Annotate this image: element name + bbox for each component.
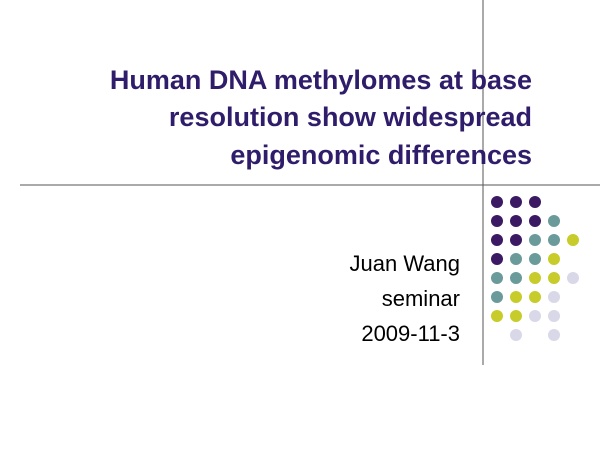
title: Human DNA methylomes at base resolution …	[110, 65, 532, 170]
dot	[491, 253, 503, 265]
dot	[548, 310, 560, 322]
dot	[548, 272, 560, 284]
dot	[529, 310, 541, 322]
dot	[491, 215, 503, 227]
subtitle-line: Juan Wang	[350, 251, 460, 276]
dot	[510, 310, 522, 322]
dot	[510, 272, 522, 284]
dot	[548, 329, 560, 341]
subtitle-line: seminar	[382, 286, 460, 311]
dot	[548, 215, 560, 227]
dot	[510, 215, 522, 227]
dot	[491, 310, 503, 322]
dot	[529, 234, 541, 246]
dot	[510, 196, 522, 208]
dot	[529, 291, 541, 303]
title-line: resolution show widespread	[169, 102, 532, 132]
dot	[510, 291, 522, 303]
dot	[491, 291, 503, 303]
title-line: Human DNA methylomes at base	[110, 65, 532, 95]
dot	[548, 291, 560, 303]
dot	[529, 253, 541, 265]
dot	[529, 272, 541, 284]
dot	[567, 234, 579, 246]
dot	[529, 196, 541, 208]
dot	[567, 272, 579, 284]
dot-decoration	[491, 196, 579, 341]
dot	[529, 215, 541, 227]
dot	[491, 196, 503, 208]
subtitle-line: 2009-11-3	[361, 321, 460, 346]
dot	[491, 272, 503, 284]
dot	[491, 234, 503, 246]
title-line: epigenomic differences	[230, 140, 532, 170]
dot	[548, 253, 560, 265]
subtitle: Juan Wang seminar 2009-11-3	[350, 251, 460, 346]
dot	[510, 234, 522, 246]
dot	[548, 234, 560, 246]
dot	[510, 329, 522, 341]
dot	[510, 253, 522, 265]
